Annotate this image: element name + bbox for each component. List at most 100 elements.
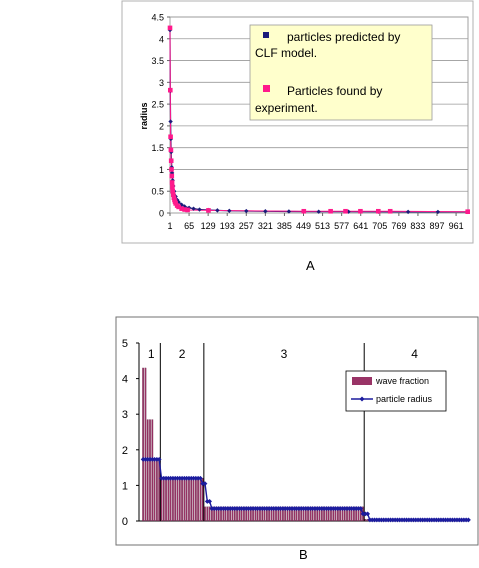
predicted-point [227,208,232,214]
wave-fraction-bar [160,478,163,522]
experiment-point [168,147,174,153]
x-tick-label: 577 [334,221,349,231]
wave-fraction-bar [169,478,172,522]
x-tick-label: 641 [353,221,368,231]
wave-fraction-bar [146,419,149,522]
predicted-point [405,209,411,215]
wave-fraction-bar [153,458,156,522]
wave-fraction-bar [144,367,147,522]
experiment-point [179,206,184,211]
y-tick-label: 0.5 [151,187,164,197]
predicted-point [316,209,321,214]
legend-a-swatch-predicted [263,32,269,38]
experiment-point [176,204,181,210]
particle-radius-point [156,457,162,462]
experiment-point [185,207,190,213]
x-tick-label: 769 [391,221,406,231]
wave-fraction-bar [206,506,209,522]
x-tick-label: 1 [167,221,172,231]
wave-fraction-bar [185,478,188,522]
predicted-point [286,209,292,214]
y-axis-label: radius [139,102,149,129]
predicted-point [244,208,249,214]
wave-fraction-bar [197,478,199,522]
legend-b-marker-radius [359,396,365,402]
x-tick-label: 193 [220,221,235,231]
legend-a-box [249,24,433,121]
y-tick-label: 3 [159,78,164,88]
y-tick-label-b: 1 [122,480,128,492]
y-tick-label: 4.5 [151,13,164,23]
wave-fraction-bar [192,478,195,522]
chart-b-group: 0 1 2 3 4 5 1 2 3 4 wave fraction particle radius [115,316,479,546]
experiment-point [169,167,174,172]
region-label: 3 [281,347,288,361]
wave-fraction-bar [149,419,151,522]
experiment-point [167,87,173,93]
wave-fraction-bar [190,478,193,522]
experiment-point [387,208,393,214]
experiment-point [182,207,187,212]
experiment-point [206,208,211,213]
x-tick-label: 833 [410,221,425,231]
wave-fraction-bar [364,519,367,522]
region-label: 1 [148,347,155,361]
experiment-point [167,25,173,31]
experiment-point [169,180,175,185]
wave-fraction-bar [195,478,197,522]
legend-b-label-wave: wave fraction [375,376,429,386]
y-tick-label-b: 3 [122,409,128,421]
predicted-point [176,199,181,205]
legend-a-label-predicted-2: CLF model. [255,46,317,60]
legend-b: wave fraction particle radius [345,370,447,412]
wave-fraction-bar [176,478,179,522]
wave-fraction-bar [181,478,183,522]
x-tick-label: 705 [372,221,387,231]
particle-radius-point [198,475,203,481]
y-tick-label: 2.5 [151,100,164,110]
experiment-point [328,208,333,214]
x-tick-label: 129 [201,221,216,231]
legend-a-swatch-experiment [263,85,270,92]
predicted-point [346,209,351,214]
wave-fraction-bar [151,419,154,522]
panel-label-a: A [306,258,315,273]
x-tick-label: 321 [258,221,273,231]
y-tick-label-b: 5 [122,338,128,350]
wave-fraction-bar [183,478,186,522]
predicted-point [197,207,202,212]
x-tick-label: 961 [449,221,464,231]
x-tick-label: 257 [239,221,254,231]
y-tick-label: 1.5 [151,143,164,153]
particle-radius-point [207,499,212,504]
region-label: 2 [179,347,186,361]
wave-fraction-bar [156,458,158,522]
wave-fraction-bar [172,478,174,522]
wave-fraction-bar [204,506,206,522]
y-tick-label-b: 4 [122,374,128,386]
wave-fraction-bar [178,478,181,522]
legend-a: particles predicted by CLF model. Particle… [249,24,433,121]
legend-a-label-experiment: Particles found by [287,84,382,98]
predicted-point [435,209,441,215]
wave-fraction-bar [208,506,211,522]
particle-radius-point [365,511,371,517]
experiment-point [169,173,175,179]
legend-b-swatch-wave [352,377,372,385]
particle-radius-point [358,506,364,511]
predicted-point [215,208,220,213]
y-tick-label: 3.5 [151,56,164,66]
y-tick-label: 4 [159,34,164,44]
particle-radius-point [202,481,208,487]
y-tick-label-b: 2 [122,445,128,457]
experiment-point [358,208,363,214]
wave-fraction-bar [199,478,202,522]
wave-fraction-bar [142,367,144,522]
y-tick-label-b: 0 [122,516,128,528]
x-tick-label: 449 [296,221,311,231]
y-tick-label: 2 [159,121,164,131]
experiment-point [465,209,471,214]
wave-fraction-bar [188,478,190,522]
panel-label-b: B [299,547,308,562]
